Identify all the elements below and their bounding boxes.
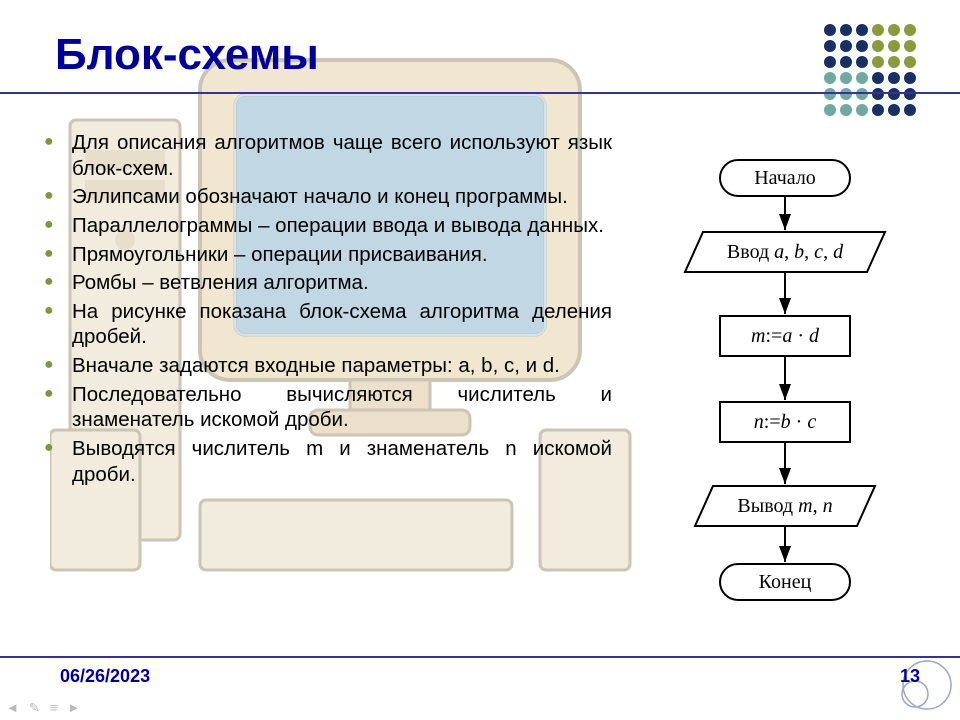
flowchart-diagram: Начало Ввод a, b, c, d m:=a · d n:=b · c Выв… (650, 150, 920, 630)
svg-text:Вывод m, n: Вывод m, n (737, 495, 832, 517)
bullet-item: Прямоугольники – операции присваивания. (42, 242, 612, 268)
decorative-dot-grid (820, 20, 930, 130)
nav-menu-icon[interactable]: ≡ (50, 700, 58, 716)
bullet-item: Последовательно вычисляются числитель и … (42, 382, 612, 433)
svg-text:n:=b · c: n:=b · c (754, 411, 817, 433)
bullet-list: Для описания алгоритмов чаще всего испол… (42, 130, 612, 487)
nav-prev-icon[interactable]: ◄ (6, 700, 19, 716)
nav-edit-icon[interactable]: ✎ (29, 700, 40, 716)
nav-icon-row: ◄ ✎ ≡ ► (6, 700, 80, 716)
bullet-item: Эллипсами обозначают начало и конец прог… (42, 184, 612, 210)
slide: Блок-схемы Для описания алгоритмов чаще … (0, 0, 960, 720)
bullet-item: На рисунке показана блок-схема алгоритма… (42, 299, 612, 350)
bullet-content: Для описания алгоритмов чаще всего испол… (42, 130, 612, 490)
footer-page-number: 13 (900, 666, 920, 687)
bullet-item: Выводятся числитель m и знаменатель n ис… (42, 436, 612, 487)
horizontal-rule-top (0, 92, 960, 94)
nav-next-icon[interactable]: ► (67, 700, 80, 716)
bullet-item: Параллелограммы – операции ввода и вывод… (42, 213, 612, 239)
horizontal-rule-bottom (0, 656, 960, 658)
svg-text:Ввод a, b, c, d: Ввод a, b, c, d (727, 241, 844, 263)
svg-text:Конец: Конец (759, 571, 812, 593)
svg-text:Начало: Начало (754, 167, 816, 189)
bullet-item: Вначале задаются входные параметры: a, b… (42, 353, 612, 379)
footer-date: 06/26/2023 (60, 666, 150, 687)
bullet-item: Ромбы – ветвления алгоритма. (42, 270, 612, 296)
bullet-item: Для описания алгоритмов чаще всего испол… (42, 130, 612, 181)
slide-title: Блок-схемы (55, 30, 319, 80)
svg-text:m:=a · d: m:=a · d (751, 325, 820, 347)
